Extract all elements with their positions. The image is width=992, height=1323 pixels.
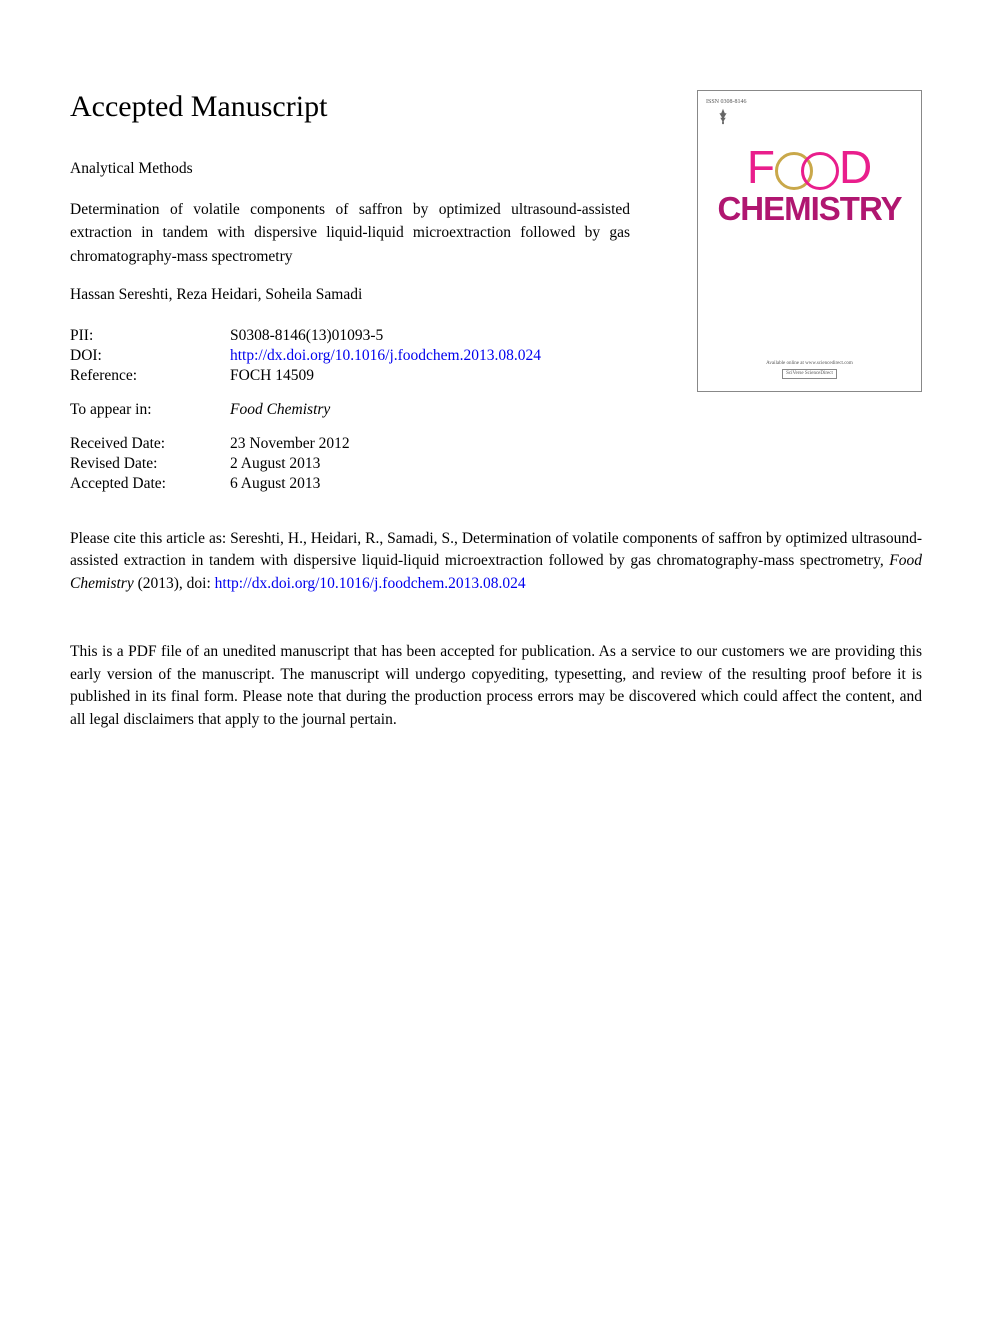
- reference-label: Reference:: [70, 366, 230, 386]
- table-row: To appear in: Food Chemistry: [70, 400, 541, 420]
- revised-value: 2 August 2013: [230, 454, 541, 474]
- accepted-label: Accepted Date:: [70, 474, 230, 494]
- disclaimer-text: This is a PDF file of an unedited manusc…: [70, 641, 922, 731]
- sciencedirect-box: SciVerse ScienceDirect: [782, 369, 837, 379]
- table-row: DOI: http://dx.doi.org/10.1016/j.foodche…: [70, 346, 541, 366]
- received-label: Received Date:: [70, 434, 230, 454]
- appear-value: Food Chemistry: [230, 400, 541, 420]
- page-heading: Accepted Manuscript: [70, 90, 630, 124]
- food-word: FD: [698, 147, 921, 190]
- doi-value: http://dx.doi.org/10.1016/j.foodchem.201…: [230, 346, 541, 366]
- table-gap: [70, 386, 541, 400]
- pii-value: S0308-8146(13)01093-5: [230, 326, 541, 346]
- doi-label: DOI:: [70, 346, 230, 366]
- table-gap: [70, 420, 541, 434]
- received-value: 23 November 2012: [230, 434, 541, 454]
- table-row: PII: S0308-8146(13)01093-5: [70, 326, 541, 346]
- cover-issn: ISSN 0308-8146: [706, 99, 747, 105]
- table-row: Received Date: 23 November 2012: [70, 434, 541, 454]
- article-section: Analytical Methods: [70, 160, 630, 178]
- citation-mid: (2013), doi:: [134, 575, 215, 592]
- cover-top-bar: ISSN 0308-8146: [706, 99, 913, 105]
- journal-cover-thumbnail: ISSN 0308-8146 FD CHEMISTRY Available on…: [697, 90, 922, 392]
- revised-label: Revised Date:: [70, 454, 230, 474]
- metadata-table: PII: S0308-8146(13)01093-5 DOI: http://d…: [70, 326, 541, 494]
- citation-prefix: Please cite this article as: Sereshti, H…: [70, 530, 922, 569]
- reference-value: FOCH 14509: [230, 366, 541, 386]
- food-letter-f: F: [747, 141, 775, 193]
- header-row: Accepted Manuscript Analytical Methods D…: [70, 90, 922, 494]
- elsevier-tree-icon: [714, 107, 732, 125]
- cover-logo: FD CHEMISTRY: [698, 147, 921, 228]
- cover-footer-line: Available online at www.sciencedirect.co…: [706, 361, 913, 367]
- food-letter-o2: [801, 152, 839, 190]
- article-authors: Hassan Sereshti, Reza Heidari, Soheila S…: [70, 286, 630, 304]
- left-column: Accepted Manuscript Analytical Methods D…: [70, 90, 630, 494]
- cover-footer: Available online at www.sciencedirect.co…: [706, 361, 913, 379]
- chemistry-word: CHEMISTRY: [698, 190, 921, 228]
- appear-label: To appear in:: [70, 400, 230, 420]
- citation-doi-link[interactable]: http://dx.doi.org/10.1016/j.foodchem.201…: [215, 575, 526, 592]
- accepted-value: 6 August 2013: [230, 474, 541, 494]
- doi-link[interactable]: http://dx.doi.org/10.1016/j.foodchem.201…: [230, 347, 541, 364]
- article-title: Determination of volatile components of …: [70, 198, 630, 268]
- citation-block: Please cite this article as: Sereshti, H…: [70, 528, 922, 595]
- pii-label: PII:: [70, 326, 230, 346]
- table-row: Revised Date: 2 August 2013: [70, 454, 541, 474]
- table-row: Reference: FOCH 14509: [70, 366, 541, 386]
- table-row: Accepted Date: 6 August 2013: [70, 474, 541, 494]
- food-letter-d: D: [839, 141, 872, 193]
